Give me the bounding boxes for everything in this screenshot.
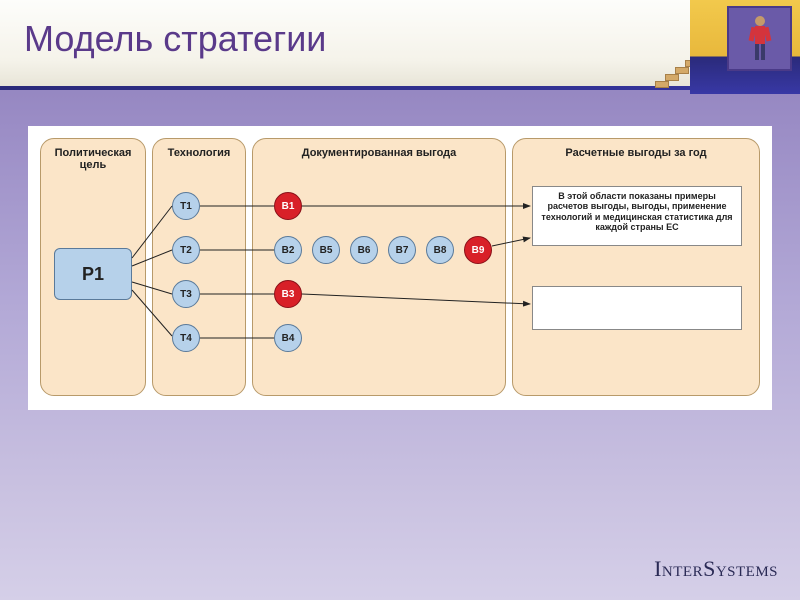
header-band: Модель стратегии <box>0 0 800 90</box>
panel-tech: Технология <box>152 138 246 396</box>
node-b2: B2 <box>274 236 302 264</box>
panel-label: Технология <box>153 147 245 159</box>
panel-benefit: Документированная выгода <box>252 138 506 396</box>
panel-label: Политическая цель <box>41 147 145 171</box>
panel-label: Расчетные выгоды за год <box>513 147 759 159</box>
node-b3: B3 <box>274 280 302 308</box>
node-t3: T3 <box>172 280 200 308</box>
node-b1: B1 <box>274 192 302 220</box>
node-b9: B9 <box>464 236 492 264</box>
node-t1: T1 <box>172 192 200 220</box>
node-b4: B4 <box>274 324 302 352</box>
slide-title: Модель стратегии <box>24 18 326 60</box>
node-b6: B6 <box>350 236 378 264</box>
footer-logo: InterSystems <box>654 556 778 582</box>
node-p1: P1 <box>54 248 132 300</box>
node-b7: B7 <box>388 236 416 264</box>
person-icon <box>744 14 776 64</box>
panel-label: Документированная выгода <box>253 147 505 159</box>
diagram-container: Политическая цель Технология Документирова… <box>28 126 772 410</box>
corner-art <box>640 0 800 94</box>
desc-box-1 <box>532 286 742 330</box>
node-b8: B8 <box>426 236 454 264</box>
strategy-diagram: Политическая цель Технология Документирова… <box>28 126 772 410</box>
node-t4: T4 <box>172 324 200 352</box>
node-t2: T2 <box>172 236 200 264</box>
panel-annual: Расчетные выгоды за год <box>512 138 760 396</box>
desc-box-0: В этой области показаны примеры расчетов… <box>532 186 742 246</box>
node-b5: B5 <box>312 236 340 264</box>
